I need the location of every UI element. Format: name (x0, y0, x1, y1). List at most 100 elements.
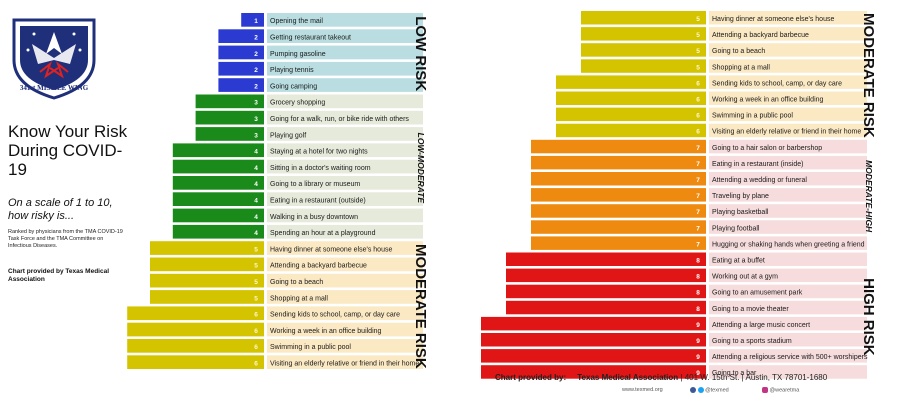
risk-score: 2 (254, 83, 258, 90)
activity-label: Pumping gasoline (270, 51, 326, 58)
activity-label: Having dinner at someone else's house (712, 16, 834, 23)
risk-score: 6 (254, 361, 258, 368)
risk-bar (531, 172, 706, 186)
label-background (709, 188, 867, 202)
risk-bar (218, 29, 264, 43)
label-background (267, 61, 423, 76)
activity-label: Going to a bar (712, 370, 757, 377)
band-title: LOW-MODERATE (416, 133, 426, 204)
activity-label: Playing football (712, 225, 760, 232)
risk-bar (556, 123, 706, 138)
risk-score: 5 (254, 279, 258, 286)
risk-bar (531, 188, 706, 202)
label-background (267, 290, 423, 304)
activity-label: Grocery shopping (270, 100, 325, 107)
label-background (267, 257, 423, 272)
activity-label: Going to a hair salon or barbershop (712, 145, 822, 152)
activity-label: Attending a religious service with 500+ … (712, 354, 868, 361)
label-background (709, 204, 867, 218)
page-title: Know Your Risk During COVID-19 (8, 122, 128, 179)
band-title: LOW RISK (412, 16, 429, 91)
label-background (709, 172, 867, 186)
activity-label: Opening the mail (270, 18, 323, 25)
ranking-note: Ranked by physicians from the TMA COVID-… (8, 229, 123, 249)
risk-score: 4 (254, 181, 258, 188)
risk-bar (150, 257, 264, 272)
activity-label: Going to a beach (270, 279, 323, 286)
activity-label: Attending a backyard barbecue (712, 32, 809, 39)
label-background (267, 78, 423, 92)
risk-bar (195, 110, 264, 125)
risk-score: 5 (254, 263, 258, 270)
activity-label: Going to a library or museum (270, 181, 360, 188)
activity-label: Playing basketball (712, 209, 769, 216)
label-background (267, 339, 423, 353)
label-background (267, 192, 423, 206)
activity-label: Visiting an elderly relative or friend i… (712, 129, 861, 136)
activity-label: Walking in a busy downtown (270, 214, 358, 221)
label-background (267, 29, 423, 43)
risk-bar (531, 155, 706, 170)
risk-score: 7 (696, 209, 700, 216)
risk-bar (481, 316, 706, 331)
activity-label: Having dinner at someone else's house (270, 246, 392, 253)
risk-bar (127, 306, 264, 321)
activity-label: Attending a wedding or funeral (712, 177, 807, 184)
risk-bar (195, 127, 264, 141)
footer-website[interactable]: www.texmed.org (622, 387, 663, 393)
risk-score: 6 (696, 97, 700, 104)
label-background (709, 284, 867, 299)
footer-twitter[interactable]: @texmed (690, 387, 729, 393)
risk-bar (241, 13, 264, 27)
activity-label: Working a week in an office building (712, 97, 824, 104)
activity-label: Going for a walk, run, or bike ride with… (270, 116, 409, 123)
risk-score: 7 (696, 177, 700, 184)
risk-bar (581, 11, 706, 25)
risk-bar (581, 59, 706, 73)
risk-bar (172, 159, 264, 174)
risk-bar (172, 224, 264, 239)
activity-label: Working a week in an office building (270, 328, 382, 335)
risk-score: 4 (254, 149, 258, 156)
risk-bar (506, 268, 706, 283)
footer-org: Texas Medical Association (577, 373, 679, 382)
footer-instagram[interactable]: @wearetma (762, 387, 799, 393)
risk-bar (218, 61, 264, 76)
risk-score: 8 (696, 306, 700, 313)
risk-score: 5 (696, 64, 700, 71)
label-background (709, 220, 867, 234)
risk-score: 8 (696, 290, 700, 297)
activity-label: Going to a beach (712, 48, 765, 55)
footer-provided-by: Chart provided by: (495, 373, 567, 382)
label-background (709, 11, 867, 25)
activity-label: Shopping at a mall (712, 64, 770, 71)
risk-bar (506, 252, 706, 266)
label-background (267, 127, 423, 141)
risk-bar (127, 339, 264, 353)
risk-score: 6 (696, 113, 700, 120)
risk-bar (172, 208, 264, 223)
risk-score: 6 (254, 328, 258, 335)
label-background (709, 316, 867, 331)
risk-score: 4 (254, 198, 258, 205)
activity-label: Swimming in a public pool (270, 344, 351, 351)
risk-score: 7 (696, 145, 700, 152)
label-background (267, 306, 423, 321)
activity-label: Sending kids to school, camp, or day car… (270, 312, 400, 319)
risk-score: 9 (696, 354, 700, 361)
label-background (709, 268, 867, 283)
instagram-handle: @wearetma (769, 387, 800, 394)
risk-score: 9 (696, 322, 700, 329)
risk-bar (172, 176, 264, 190)
facebook-icon (690, 387, 696, 393)
band-title: HIGH RISK (860, 278, 877, 356)
activity-label: Going camping (270, 83, 317, 90)
risk-bar (150, 273, 264, 288)
risk-score: 5 (696, 48, 700, 55)
label-background (709, 75, 867, 89)
label-background (709, 236, 867, 250)
activity-label: Playing golf (270, 132, 306, 139)
risk-score: 2 (254, 35, 258, 42)
label-background (709, 365, 867, 379)
risk-score: 9 (696, 338, 700, 345)
